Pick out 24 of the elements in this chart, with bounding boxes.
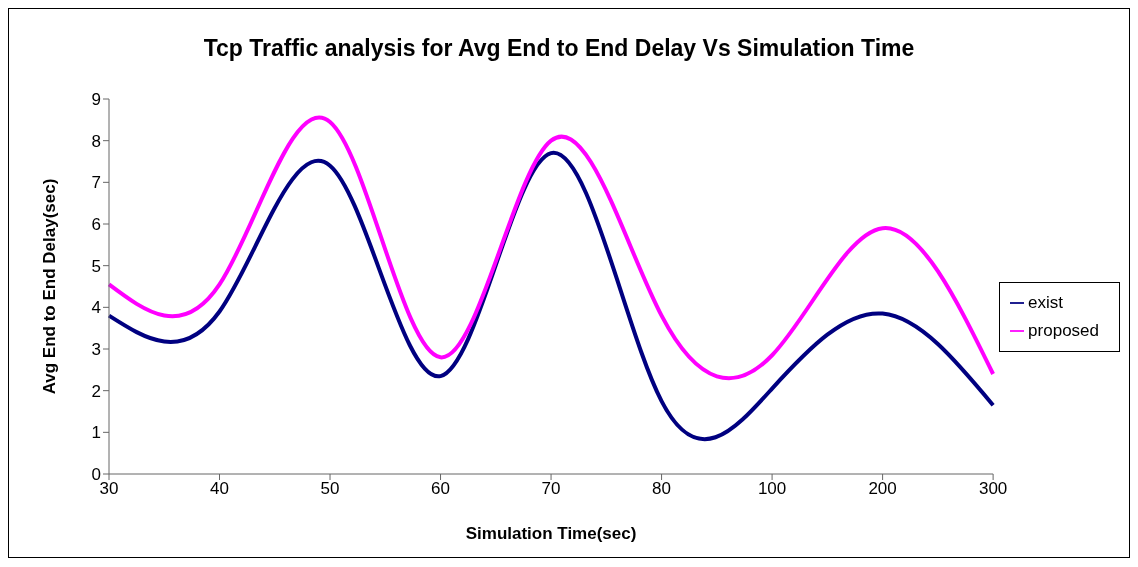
legend-label: proposed <box>1028 320 1099 340</box>
legend-label: exist <box>1028 292 1064 312</box>
x-axis-title: Simulation Time(sec) <box>465 524 637 543</box>
x-tick-label: 40 <box>210 479 229 499</box>
x-tick-label: 60 <box>431 479 450 499</box>
y-tick-label: 6 <box>91 215 101 235</box>
y-tick-label: 1 <box>91 423 101 443</box>
x-tick-label: 30 <box>99 479 119 499</box>
y-tick-label: 8 <box>91 131 101 151</box>
y-tick-label: 4 <box>91 298 101 318</box>
y-tick-label: 5 <box>91 256 101 276</box>
x-tick-label: 50 <box>320 479 340 499</box>
x-tick-label: 300 <box>978 479 1008 499</box>
x-tick-label: 100 <box>757 479 787 499</box>
chart-title: Tcp Traffic analysis for Avg End to End Delay Vs Simulation Time <box>202 34 916 63</box>
x-tick-label: 70 <box>541 479 561 499</box>
y-tick-label: 9 <box>91 90 101 110</box>
y-tick-label: 2 <box>91 381 101 401</box>
x-tick-label: 80 <box>652 479 672 499</box>
y-tick-label: 7 <box>91 173 101 193</box>
x-tick-label: 200 <box>868 479 897 499</box>
y-tick-label: 0 <box>91 465 101 485</box>
y-axis-title: Avg End to End Delay(sec) <box>40 178 60 395</box>
y-tick-label: 3 <box>91 340 101 360</box>
